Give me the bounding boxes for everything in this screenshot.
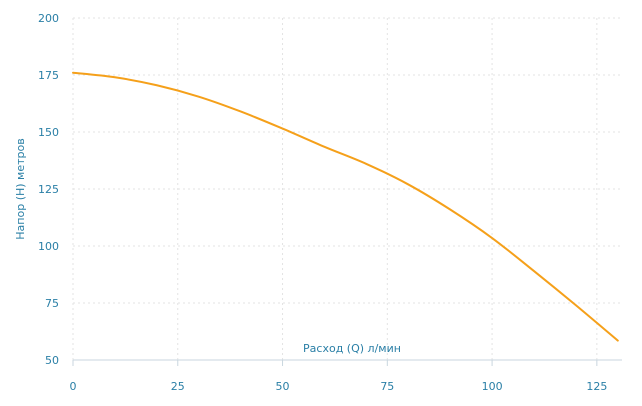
x-tick-label: 75: [380, 380, 394, 393]
x-tick-labels: 0 25 50 75 100 125: [70, 380, 608, 393]
y-tick-label: 200: [38, 12, 59, 25]
series-line: [72, 71, 619, 342]
y-tick-label: 125: [38, 183, 59, 196]
y-tick-label: 150: [38, 126, 59, 139]
y-tick-label: 50: [45, 354, 59, 367]
x-tick-label: 25: [171, 380, 185, 393]
y-tick-label: 175: [38, 69, 59, 82]
grid: [72, 17, 622, 366]
x-tick-label: 50: [276, 380, 290, 393]
x-axis-title: Расход (Q) л/мин: [303, 342, 401, 355]
y-axis-title: Напор (H) метров: [14, 138, 27, 239]
y-tick-label: 100: [38, 240, 59, 253]
x-tick-label: 100: [482, 380, 503, 393]
series-lines: [72, 71, 619, 342]
x-tick-label: 0: [70, 380, 77, 393]
x-tick-label: 125: [586, 380, 607, 393]
y-tick-labels: 50 75 100 125 150 175 200: [38, 12, 59, 367]
y-tick-label: 75: [45, 297, 59, 310]
